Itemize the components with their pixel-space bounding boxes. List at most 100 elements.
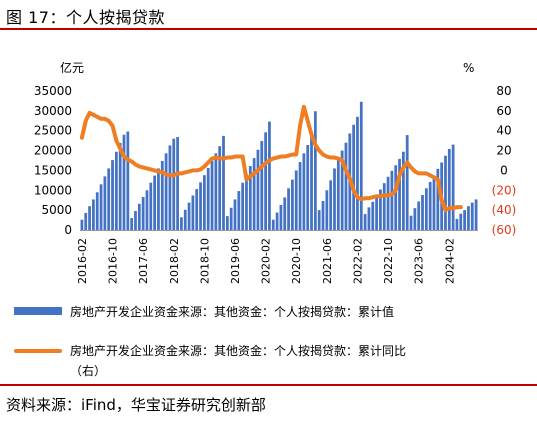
legend-line-label-part2: （右） (70, 363, 106, 378)
bar (432, 175, 436, 230)
left-tick-label: 0 (64, 223, 72, 237)
bar (137, 203, 141, 230)
bar (248, 166, 252, 230)
bar (310, 136, 313, 230)
x-tick-label: 2016-02 (76, 238, 89, 284)
bar (424, 188, 428, 230)
left-tick-label: 25000 (34, 124, 72, 138)
bar (141, 197, 145, 230)
bar (237, 191, 241, 230)
right-tick-label: 0 (500, 163, 508, 177)
bar (103, 176, 107, 230)
source-note: 资料来源：iFind，华宝证券研究创新部 (6, 396, 266, 414)
x-tick-label: 2023-06 (413, 238, 426, 284)
bar (92, 199, 95, 230)
bar (321, 201, 325, 230)
x-tick-label: 2016-10 (107, 238, 120, 284)
bar (367, 207, 371, 230)
bar (421, 195, 424, 230)
bar (153, 175, 157, 230)
left-tick-label: 20000 (34, 144, 72, 158)
figure-title: 图 17：个人按揭贷款 (6, 8, 165, 27)
bar (187, 202, 191, 230)
right-tick-label: (40) (492, 203, 517, 217)
bar (356, 116, 359, 230)
bar (260, 141, 264, 230)
bar (111, 160, 114, 230)
bar (172, 138, 176, 230)
x-tick-label: 2021-06 (321, 238, 334, 284)
legend-bar-swatch (14, 307, 62, 315)
bar (195, 189, 199, 230)
right-unit-label: % (463, 61, 474, 75)
bar (206, 168, 210, 230)
bar (398, 158, 401, 230)
bar (344, 142, 348, 230)
bar (191, 195, 195, 230)
bar (256, 149, 260, 230)
bar (157, 168, 160, 230)
bar (463, 210, 466, 230)
bar (199, 182, 202, 230)
bar (455, 218, 459, 230)
bar (268, 121, 271, 230)
bar (413, 208, 417, 230)
bar (340, 150, 344, 230)
bar (359, 101, 363, 230)
bar (313, 111, 317, 230)
bar (459, 213, 463, 230)
axis-labels: 亿元 % 0 5000 10000 15000 20000 25000 30000 35000 (6… (34, 60, 517, 284)
left-tick-label: 5000 (41, 203, 72, 217)
bar (336, 159, 340, 230)
bar (287, 188, 290, 230)
bar (264, 132, 267, 230)
legend-line-label: 房地产开发企业资金来源：其他资金：个人按揭贷款：累计同比 （右） (70, 343, 406, 378)
left-tick-label: 30000 (34, 104, 72, 118)
x-tick-label: 2020-02 (260, 238, 273, 284)
bar (99, 184, 103, 230)
x-tick-label: 2017-06 (137, 238, 150, 284)
legend-line-label-part1: 房地产开发企业资金来源：其他资金：个人按揭贷款：累计同比 (70, 343, 406, 358)
bar (436, 168, 440, 230)
bar (233, 199, 237, 230)
x-tick-label: 2022-02 (352, 238, 365, 284)
bar (145, 190, 149, 230)
growth-line (79, 104, 463, 213)
bar (88, 206, 91, 230)
bar (126, 131, 130, 230)
bar (417, 201, 421, 230)
bar (317, 210, 321, 230)
bar (114, 151, 118, 230)
bar (84, 212, 88, 230)
left-tick-label: 35000 (34, 84, 72, 98)
bar (225, 216, 229, 230)
bar (180, 217, 183, 230)
legend: 房地产开发企业资金来源：其他资金：个人按揭贷款：累计值房地产开发企业资金来源：其… (14, 304, 406, 378)
x-tick-label: 2019-06 (229, 238, 242, 284)
bar (386, 176, 390, 230)
bar (95, 192, 99, 230)
bar (252, 158, 256, 230)
footer-rule (0, 384, 537, 386)
bar (379, 189, 382, 230)
left-tick-label: 15000 (34, 163, 72, 177)
bar (470, 202, 474, 230)
right-tick-label: 40 (496, 124, 511, 138)
bar (164, 153, 168, 230)
bar (160, 160, 164, 230)
bar (447, 148, 451, 230)
bar (467, 206, 470, 230)
x-tick-label: 2020-10 (290, 238, 303, 284)
bar (168, 145, 172, 230)
legend-bar-label: 房地产开发企业资金来源：其他资金：个人按揭贷款：累计值 (70, 304, 394, 319)
x-tick-label: 2022-10 (382, 238, 395, 284)
bar (183, 209, 187, 230)
bar (134, 210, 137, 230)
bar (118, 143, 122, 230)
bar (210, 160, 214, 230)
bar (130, 218, 134, 230)
x-tick-label: 2018-10 (198, 238, 211, 284)
bar (405, 135, 409, 230)
bar (302, 153, 306, 230)
bar (390, 170, 394, 230)
